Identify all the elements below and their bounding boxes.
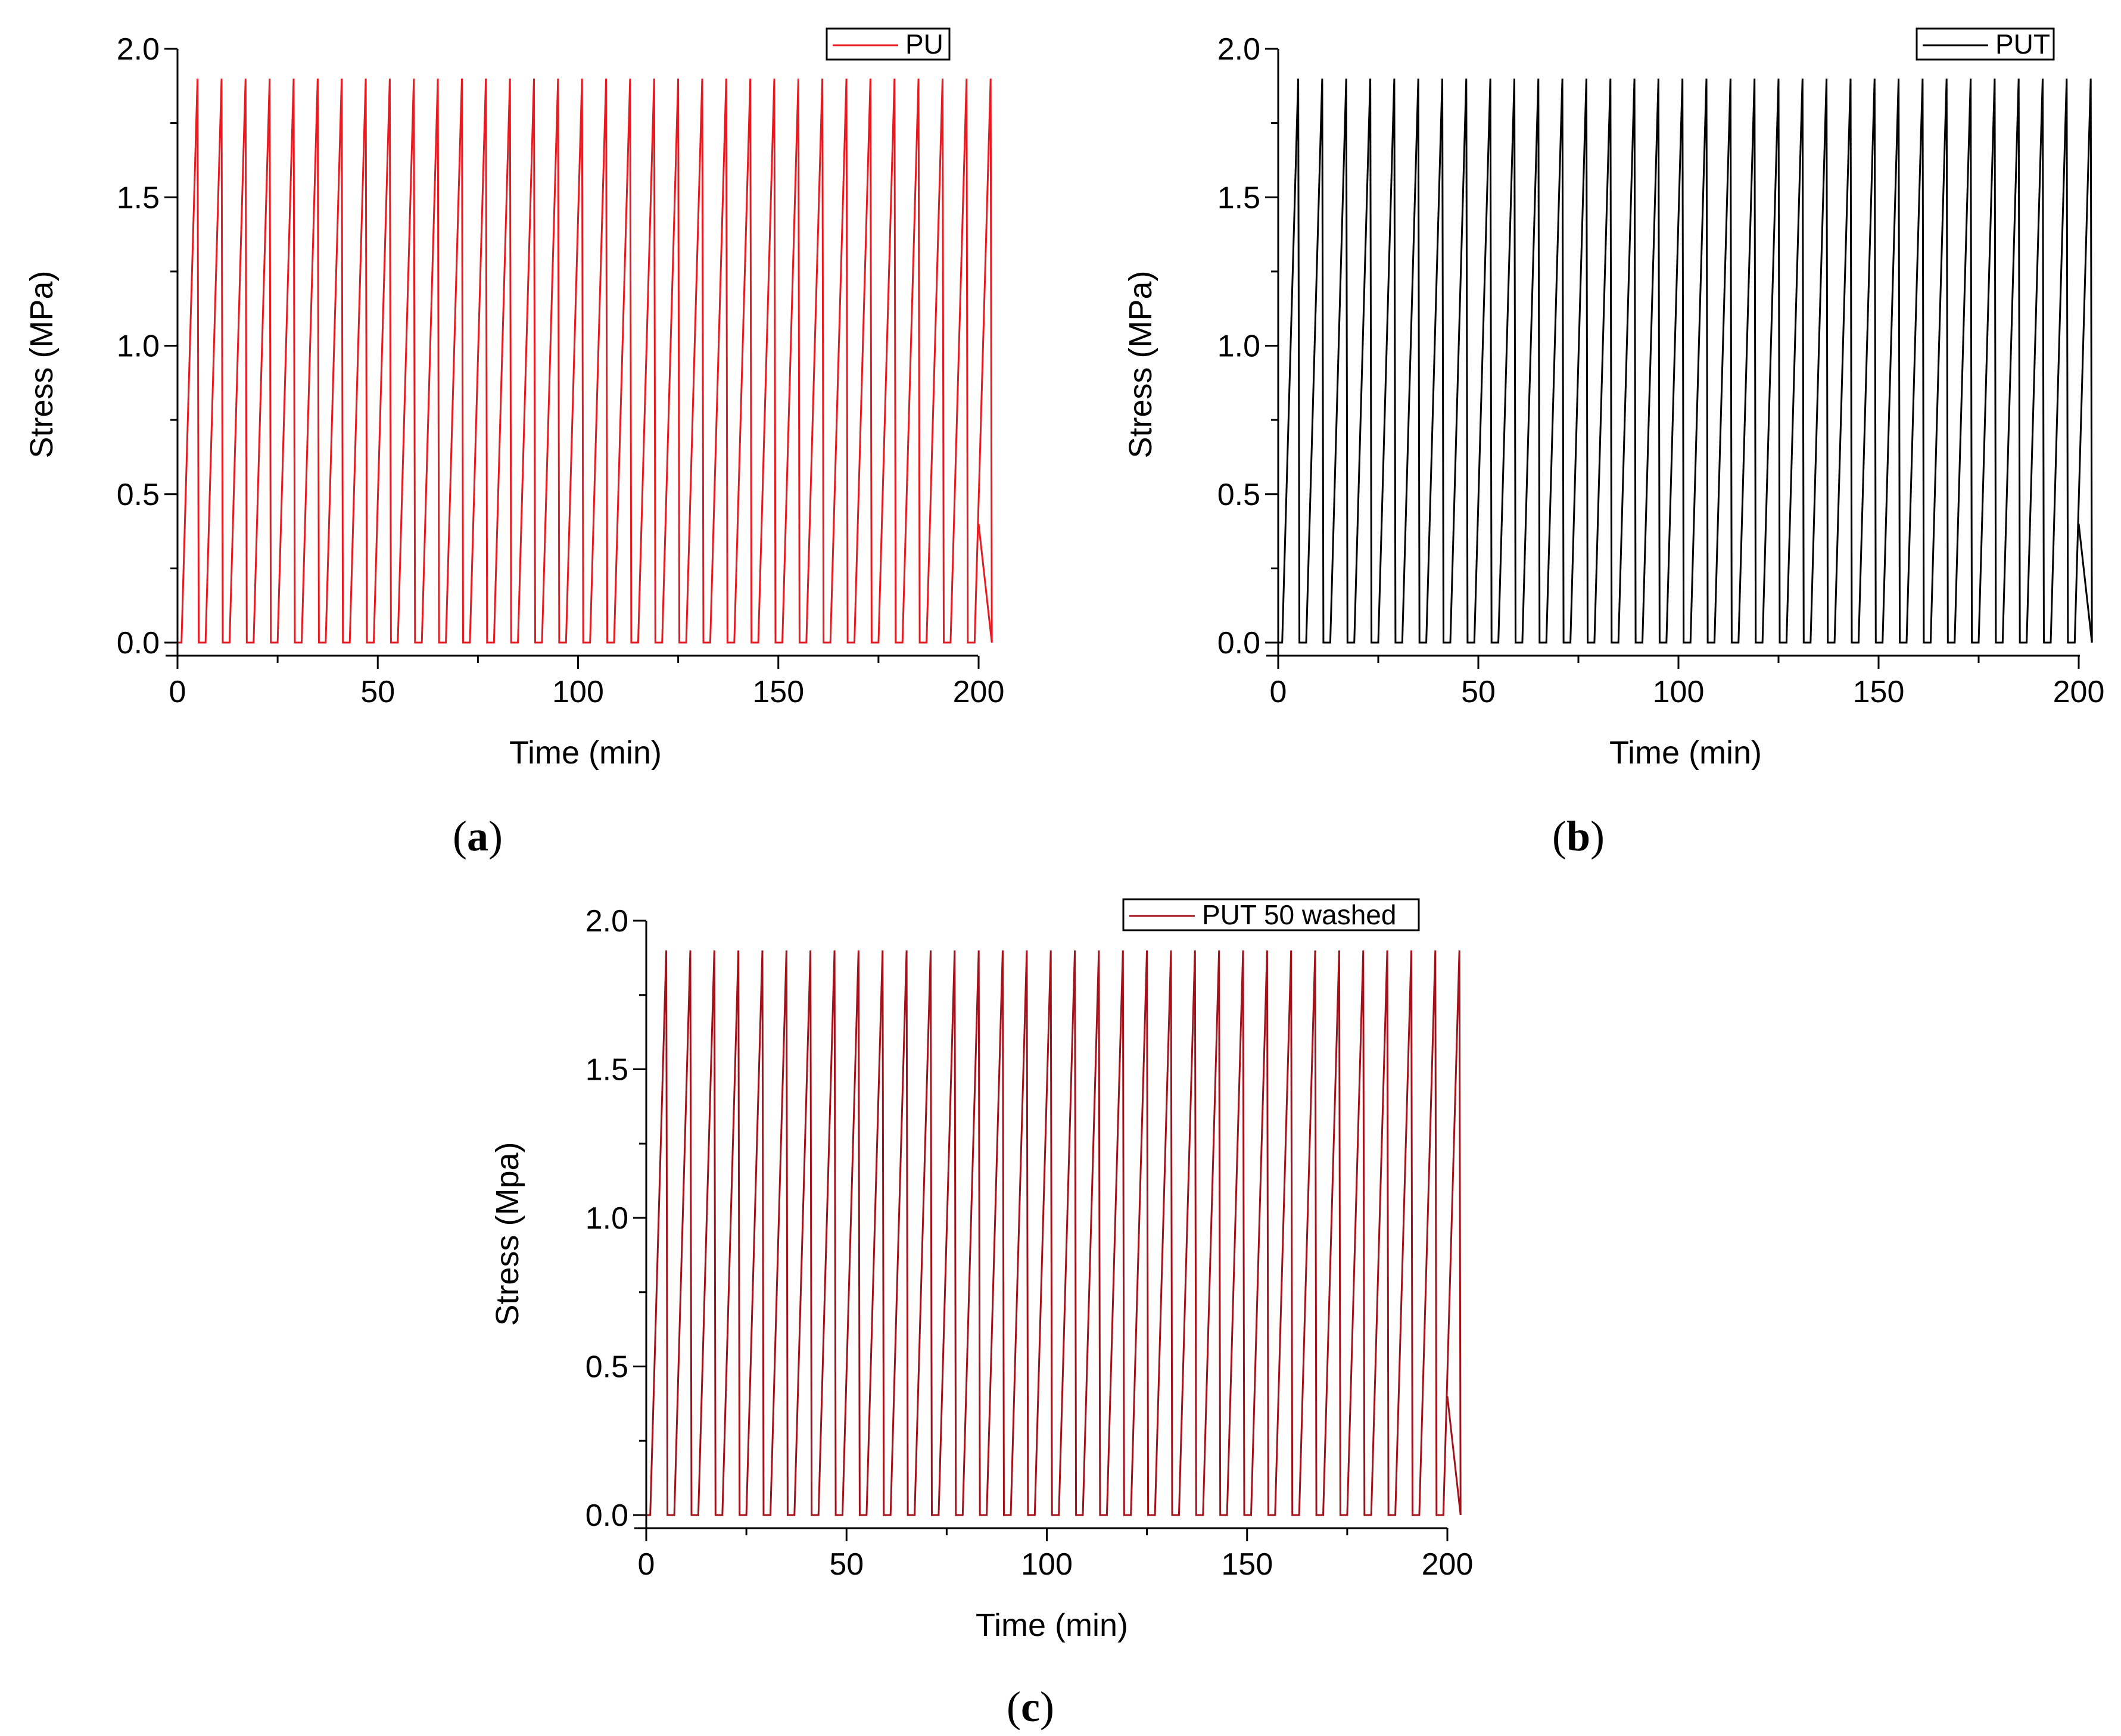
chart-c-legend-box (1122, 898, 1420, 931)
chart-b-x-tick-label: 0 (1270, 675, 1287, 709)
chart-c-legend-label: PUT 50 washed (1202, 899, 1396, 930)
chart-b-legend-label: PUT (1995, 29, 2050, 60)
chart-c-x-tick-label: 100 (1021, 1547, 1073, 1582)
chart-b-y-tick-label: 0.0 (1217, 626, 1260, 660)
chart-panel-b: Stress (MPa) Time (min) (b) 0.0 0.5 1.0 1.5… (1123, 27, 2105, 860)
chart-b-legend-box (1916, 27, 2055, 61)
chart-a-x-tick-label: 100 (552, 675, 604, 709)
panel-label-a: (a) (453, 812, 503, 860)
chart-panel-c: Stress (Mpa) Time (min) (c) 0.0 0.5 1.0 1.5… (490, 898, 1474, 1731)
chart-a-x-tick-label: 50 (360, 675, 395, 709)
chart-a-series-line-0 (177, 78, 993, 644)
chart-c-y-tick-label: 2.0 (585, 904, 628, 939)
chart-a-y-tick-label: 0.0 (117, 626, 160, 660)
chart-c-x-tick-label: 50 (829, 1547, 864, 1582)
chart-c-x-tick-label: 0 (638, 1547, 655, 1582)
chart-a-x-tick-label: 200 (953, 675, 1005, 709)
chart-a-y-tick-label: 0.5 (117, 478, 160, 512)
chart-a-x-tick-label: 0 (169, 675, 186, 709)
chart-c-y-tick-label: 0.5 (585, 1350, 628, 1385)
chart-c-series-line-0 (646, 950, 1462, 1516)
chart-b-x-tick-label: 50 (1461, 675, 1496, 709)
panel-label-b: (b) (1552, 812, 1605, 860)
chart-a-x-tick-label: 150 (752, 675, 804, 709)
chart-c-x-tick-label: 200 (1422, 1547, 1474, 1582)
chart-a-legend-box (826, 27, 951, 61)
chart-b-y-axis-title: Stress (MPa) (1123, 270, 1158, 458)
chart-b-x-tick-label: 150 (1853, 675, 1905, 709)
chart-b-x-tick-label: 100 (1653, 675, 1705, 709)
panel-label-c: (c) (1007, 1683, 1054, 1731)
chart-a-y-axis-title: Stress (MPa) (24, 270, 60, 458)
chart-c-y-tick-label: 0.0 (585, 1498, 628, 1533)
chart-c-x-axis-title: Time (min) (976, 1607, 1128, 1643)
chart-b-y-tick-label: 1.5 (1217, 180, 1260, 215)
chart-b-y-tick-label: 0.5 (1217, 478, 1260, 512)
chart-c-x-tick-label: 150 (1221, 1547, 1273, 1582)
chart-a-y-tick-label: 1.5 (117, 180, 160, 215)
chart-b-y-tick-label: 1.0 (1217, 329, 1260, 364)
chart-a-y-tick-label: 1.0 (117, 329, 160, 364)
chart-a-legend-label: PU (905, 29, 943, 60)
chart-a-y-tick-label: 2.0 (117, 32, 160, 67)
chart-c-y-tick-label: 1.0 (585, 1201, 628, 1236)
chart-a-x-axis-title: Time (min) (509, 735, 662, 771)
chart-b-series-line-0 (1278, 78, 2093, 644)
chart-c-y-axis-title: Stress (Mpa) (490, 1142, 525, 1326)
chart-b-x-axis-title: Time (min) (1609, 735, 1762, 771)
chart-panel-a: Stress (MPa) Time (min) (a) 0.0 0.5 1.0 1.5… (24, 27, 1005, 860)
chart-c-y-tick-label: 1.5 (585, 1053, 628, 1087)
chart-b-y-tick-label: 2.0 (1217, 32, 1260, 67)
chart-b-x-tick-label: 200 (2053, 675, 2105, 709)
